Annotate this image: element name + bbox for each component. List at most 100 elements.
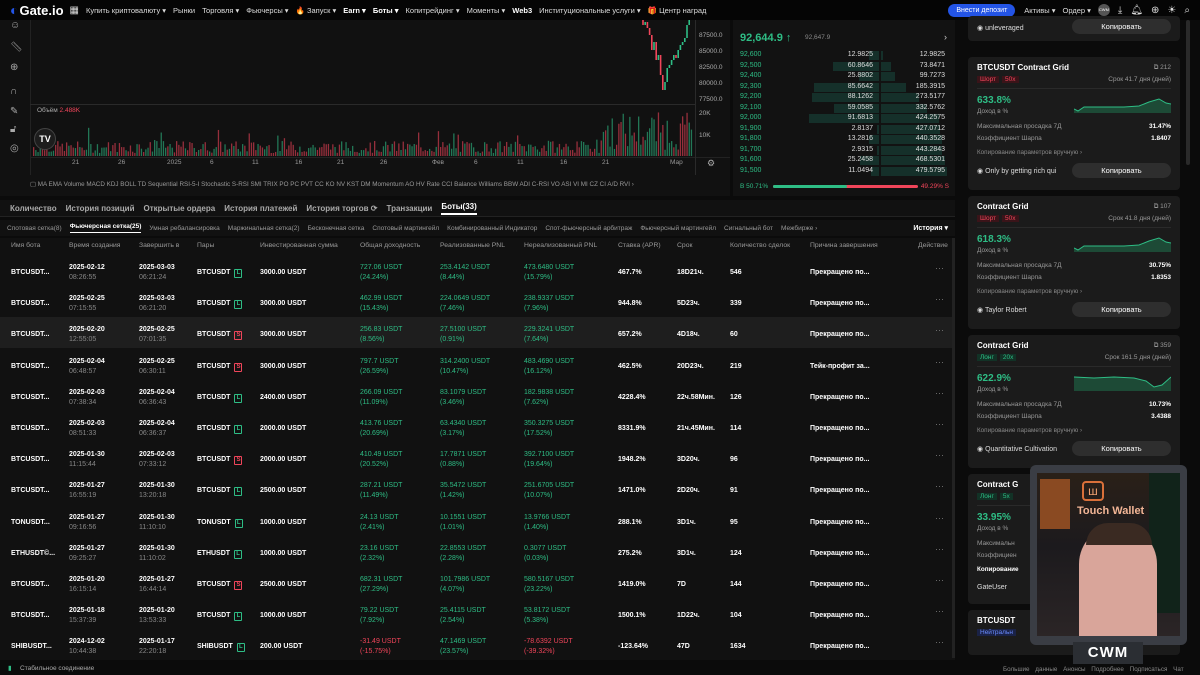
copy-button[interactable]: Копировать: [1072, 163, 1171, 178]
chart-settings-icon[interactable]: ⚙: [707, 158, 716, 168]
orderbook-row[interactable]: 92,000 91.6813 424.2575: [739, 114, 949, 125]
column-header[interactable]: Действие: [918, 242, 948, 249]
subtab-3[interactable]: Маржинальная сетка(2): [227, 224, 300, 232]
table-row[interactable]: BTCUSDT... 2025-02-03 07:38:34 2025-02-04 06…: [0, 380, 955, 411]
more-actions-icon[interactable]: ···: [935, 294, 944, 305]
column-header[interactable]: Количество сделок: [730, 242, 791, 249]
nav-item[interactable]: 🔥 Запуск ▾: [295, 5, 337, 15]
orderbook-row[interactable]: 91,800 13.2816 440.3528: [739, 135, 949, 146]
assets-menu[interactable]: Активы ▾: [1024, 5, 1056, 15]
nav-item[interactable]: Фьючерсы ▾: [246, 5, 289, 15]
more-actions-icon[interactable]: ···: [935, 575, 944, 585]
copy-button[interactable]: Копировать: [1072, 302, 1171, 317]
subtab-9[interactable]: Сигнальный бот: [724, 224, 773, 232]
orderbook-row[interactable]: 92,100 59.0585 332.5762: [739, 103, 949, 115]
ruler-tool-icon[interactable]: 📏︎: [10, 42, 23, 53]
column-header[interactable]: Общая доходность: [360, 242, 421, 249]
download-icon[interactable]: ⤓: [1117, 4, 1123, 16]
orderbook-row[interactable]: 92,600 12.9825 12.9825: [739, 51, 949, 62]
more-actions-icon[interactable]: ···: [935, 356, 944, 367]
history-dropdown[interactable]: История ▾: [913, 225, 948, 232]
more-actions-icon[interactable]: ···: [935, 637, 944, 648]
table-row[interactable]: BTCUSDT... 2025-02-12 08:26:55 2025-03-03 06…: [0, 255, 955, 286]
card-author[interactable]: ◉ Taylor Robert: [977, 306, 1027, 314]
table-row[interactable]: SHIBUSDT... 2024-12-02 10:44:38 2025-01-17 2…: [0, 629, 955, 660]
subtab-8[interactable]: Фьючерсный мартингейл: [640, 224, 716, 232]
magnet-icon[interactable]: ∩: [10, 86, 18, 97]
orderbook-row[interactable]: 91,900 2.8137 427.0712: [739, 124, 949, 136]
nav-item[interactable]: Купить криптовалюту ▾: [86, 5, 167, 15]
avatar[interactable]: CWM: [1097, 4, 1110, 16]
nav-item[interactable]: Earn ▾: [343, 5, 366, 15]
tab-0[interactable]: Количество: [10, 203, 57, 213]
subtab-2[interactable]: Умная ребалансировка: [149, 224, 220, 232]
manual-copy-link[interactable]: Копирование: [977, 566, 1019, 573]
copy-button[interactable]: Копировать: [1072, 441, 1171, 456]
manual-copy-link[interactable]: Копирование параметров вручную ›: [977, 288, 1083, 295]
table-row[interactable]: ETHUSDT©... 2025-01-27 09:25:27 2025-01-30 1…: [0, 536, 955, 567]
nav-item[interactable]: Боты ▾: [372, 5, 399, 15]
table-row[interactable]: BTCUSDT... 2025-01-30 11:15:44 2025-02-03 07…: [0, 442, 955, 473]
table-row[interactable]: BTCUSDT... 2025-01-27 16:55:19 2025-01-30 13…: [0, 473, 955, 504]
footer-links[interactable]: Большие данные Анонсы Подробнее Подписат…: [1003, 666, 1184, 673]
unlock-icon[interactable]: 🔓︎: [10, 124, 17, 135]
more-actions-icon[interactable]: ···: [935, 512, 944, 523]
apps-grid-icon[interactable]: ▦: [69, 4, 79, 16]
tab-4[interactable]: История торгов ⟳: [306, 203, 378, 213]
card-author[interactable]: GateUser: [977, 584, 1007, 591]
subtab-7[interactable]: Спот-фьючерсный арбитраж: [545, 224, 633, 232]
price-chart[interactable]: ☺ 📏︎ ⊕ ∩ ✎ 🔓︎ ◎ 87500.0 85000.0 82500.0 800…: [0, 20, 730, 196]
column-header[interactable]: Завершить в: [139, 242, 180, 249]
tab-3[interactable]: История платежей: [224, 203, 298, 213]
card-author[interactable]: ◉ Only by getting rich qui: [977, 167, 1056, 175]
subtab-10[interactable]: Межбирже ›: [780, 224, 818, 232]
tab-2[interactable]: Открытые ордера: [143, 203, 216, 213]
tab-5[interactable]: Транзакции: [386, 203, 433, 213]
nav-item[interactable]: Торговля ▾: [202, 5, 240, 15]
tab-1[interactable]: История позиций: [65, 203, 135, 213]
orderbook-row[interactable]: 92,200 88.1262 273.5177: [739, 93, 949, 104]
subtab-1[interactable]: Фьючерсная сетка(25): [69, 223, 142, 233]
column-header[interactable]: Реализованные PNL: [440, 242, 505, 249]
nav-item[interactable]: Копитрейдинг ▾: [405, 5, 460, 15]
orderbook-row[interactable]: 92,400 25.8802 99.7273: [739, 72, 949, 83]
copy-button[interactable]: Копировать: [1072, 19, 1171, 34]
more-actions-icon[interactable]: ···: [935, 543, 944, 554]
table-row[interactable]: BTCUSDT... 2025-02-25 07:15:55 2025-03-03 06…: [0, 286, 955, 317]
subtab-0[interactable]: Спотовая сетка(8): [7, 224, 62, 232]
zoom-in-icon[interactable]: ⊕: [10, 62, 19, 73]
theme-sun-icon[interactable]: ☀: [1167, 4, 1177, 16]
subtab-5[interactable]: Спотовый мартингейл: [372, 224, 440, 232]
lock-drawing-icon[interactable]: ✎: [10, 106, 19, 117]
table-row[interactable]: BTCUSDT... 2025-01-18 15:37:39 2025-01-20 13…: [0, 598, 955, 629]
orderbook-row[interactable]: 91,500 11.0494 479.5795: [739, 166, 949, 178]
orderbook-row[interactable]: 92,500 60.8646 73.8471: [739, 61, 949, 73]
indicator-list[interactable]: MA EMA Volume MACD KDJ BOLL TD Sequentia…: [37, 181, 634, 188]
orderbook-row[interactable]: 92,300 85.6642 185.3915: [739, 82, 949, 94]
tradingview-logo[interactable]: TV: [34, 128, 56, 150]
column-header[interactable]: Нереализованный PNL: [524, 242, 598, 249]
manual-copy-link[interactable]: Копирование параметров вручную ›: [977, 149, 1083, 156]
gate-logo[interactable]: ◐ Gate.io: [10, 2, 64, 18]
column-header[interactable]: Время создания: [69, 242, 121, 249]
globe-icon[interactable]: ⊕: [1151, 4, 1160, 16]
column-header[interactable]: Имя бота: [11, 242, 41, 249]
panel-scrollbar[interactable]: [1186, 20, 1190, 165]
more-actions-icon[interactable]: ···: [935, 450, 944, 461]
column-header[interactable]: Срок: [677, 242, 693, 249]
orderbook-row[interactable]: 91,700 2.9315 443.2843: [739, 145, 949, 157]
table-scrollbar[interactable]: [952, 238, 955, 658]
deposit-button[interactable]: Внести депозит: [948, 3, 1016, 17]
table-row[interactable]: BTCUSDT... 2025-02-03 08:51:33 2025-02-04 06…: [0, 411, 955, 442]
nav-item[interactable]: Рынки: [173, 5, 196, 15]
subtab-4[interactable]: Бесконечная сетка: [307, 224, 365, 232]
column-header[interactable]: Ставка (APR): [618, 242, 661, 249]
emoji-tool-icon[interactable]: ☺: [10, 20, 21, 31]
more-actions-icon[interactable]: ···: [935, 263, 944, 273]
nav-item[interactable]: 🎁 Центр наград: [647, 5, 707, 15]
more-actions-icon[interactable]: ···: [935, 419, 944, 429]
column-header[interactable]: Пары: [197, 242, 215, 249]
indicator-bar[interactable]: ▢ MA EMA Volume MACD KDJ BOLL TD Sequent…: [30, 181, 634, 188]
nav-item[interactable]: Web3: [512, 5, 533, 15]
visibility-icon[interactable]: ◎: [10, 143, 19, 154]
